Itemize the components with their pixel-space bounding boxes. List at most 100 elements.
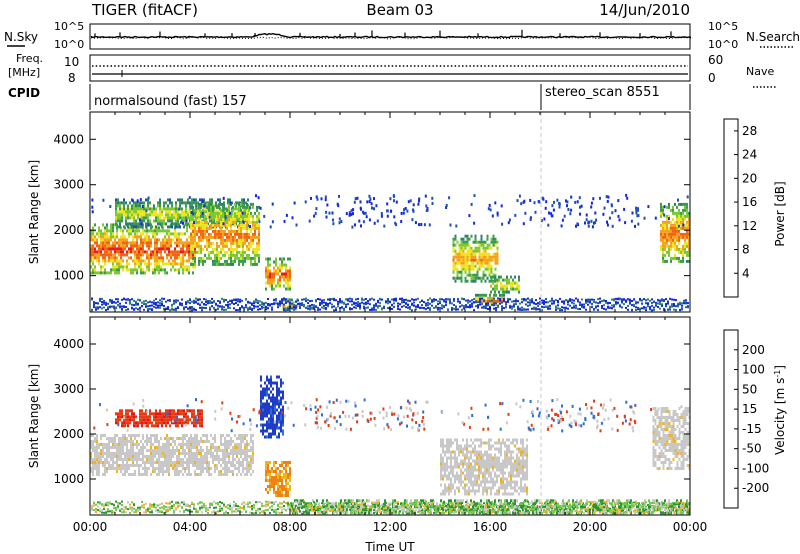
heatmap-cell — [486, 258, 489, 262]
heatmap-cell — [539, 307, 541, 310]
heatmap-cell — [668, 214, 670, 218]
heatmap-cell — [475, 296, 477, 300]
heatmap-cell — [160, 250, 162, 254]
heatmap-cell — [454, 255, 457, 259]
heatmap-cell — [257, 308, 259, 311]
heatmap-cell — [90, 235, 92, 239]
heatmap-cell — [172, 446, 174, 449]
heatmap-cell — [232, 464, 234, 467]
heatmap-cell — [248, 467, 250, 470]
heatmap-cell — [158, 256, 160, 260]
heatmap-cell — [130, 244, 132, 248]
heatmap-cell — [339, 298, 341, 301]
heatmap-cell — [427, 301, 429, 304]
heatmap-cell — [156, 467, 158, 470]
heatmap-cell — [365, 303, 367, 306]
heatmap-cell — [144, 464, 146, 467]
heatmap-cell — [124, 440, 126, 443]
heatmap-cell — [426, 207, 429, 210]
heatmap-cell — [678, 247, 680, 251]
heatmap-cell — [145, 415, 147, 419]
heatmap-cell — [133, 308, 135, 311]
heatmap-cell — [226, 259, 228, 263]
heatmap-cell — [490, 270, 493, 274]
heatmap-cell — [180, 241, 182, 245]
heatmap-cell — [114, 238, 116, 242]
heatmap-cell — [244, 467, 246, 470]
heatmap-cell — [110, 235, 112, 239]
heatmap-cell — [240, 202, 242, 206]
heatmap-cell — [470, 255, 473, 259]
heatmap-cell — [215, 302, 217, 305]
heatmap-cell — [131, 222, 133, 226]
heatmap-cell — [256, 220, 258, 224]
heatmap-cell — [617, 301, 619, 304]
heatmap-cell — [130, 473, 132, 476]
heatmap-cell — [645, 302, 647, 305]
heatmap-cell — [178, 207, 181, 211]
heatmap-cell — [252, 440, 254, 443]
heatmap-cell — [133, 222, 135, 226]
heatmap-cell — [508, 278, 510, 282]
heatmap-cell — [581, 303, 583, 306]
heatmap-cell — [563, 302, 565, 305]
heatmap-cell — [458, 243, 461, 247]
heatmap-cell — [405, 302, 407, 305]
heatmap-cell — [148, 229, 150, 233]
heatmap-cell — [200, 226, 202, 230]
heatmap-cell — [277, 272, 279, 276]
heatmap-cell — [453, 304, 455, 306]
heatmap-cell — [377, 305, 379, 308]
heatmap-cell — [206, 470, 208, 473]
heatmap-cell — [373, 306, 375, 309]
heatmap-cell — [198, 467, 200, 470]
heatmap-cell — [385, 301, 387, 304]
heatmap-cell — [421, 304, 423, 307]
heatmap-cell — [121, 424, 123, 428]
heatmap-cell — [363, 302, 365, 305]
heatmap-cell — [106, 449, 108, 452]
heatmap-cell — [478, 255, 481, 259]
heatmap-cell — [148, 467, 150, 470]
heatmap-cell — [660, 229, 662, 233]
heatmap-cell — [146, 238, 148, 242]
heatmap-cell — [662, 238, 664, 242]
heatmap-cell — [369, 197, 372, 201]
heatmap-cell — [108, 244, 110, 248]
heatmap-cell — [259, 304, 261, 307]
heatmap-cell — [206, 205, 208, 209]
heatmap-cell — [452, 264, 455, 268]
heatmap-cell — [441, 304, 443, 307]
heatmap-cell — [124, 247, 126, 251]
heatmap-cell — [237, 298, 239, 301]
heatmap-cell — [253, 302, 255, 305]
heatmap-cell — [492, 275, 494, 279]
heatmap-cell — [221, 297, 223, 300]
heatmap-cell — [187, 301, 189, 304]
heatmap-cell — [197, 418, 199, 422]
heatmap-cell — [135, 302, 137, 305]
heatmap-cell — [173, 308, 175, 311]
heatmap-cell — [199, 421, 201, 425]
heatmap-cell — [168, 440, 170, 443]
heatmap-cell — [571, 301, 573, 304]
heatmap-cell — [261, 307, 263, 310]
heatmap-cell — [138, 218, 141, 222]
heatmap-cell — [250, 259, 252, 263]
heatmap-cell — [484, 255, 487, 259]
heatmap-cell — [165, 207, 167, 211]
heatmap-cell — [349, 307, 351, 310]
heatmap-cell — [96, 256, 98, 260]
velocity-plot-area — [90, 317, 690, 515]
heatmap-cell — [269, 281, 271, 285]
heatmap-cell — [157, 219, 159, 223]
heatmap-cell — [325, 304, 327, 306]
heatmap-cell — [455, 306, 457, 309]
heatmap-cell — [128, 232, 130, 236]
heatmap-cell — [122, 238, 124, 242]
heatmap-cell — [688, 229, 690, 233]
heatmap-cell — [162, 262, 164, 266]
heatmap-cell — [195, 201, 197, 205]
heatmap-cell — [141, 207, 143, 211]
heatmap-cell — [156, 232, 158, 236]
